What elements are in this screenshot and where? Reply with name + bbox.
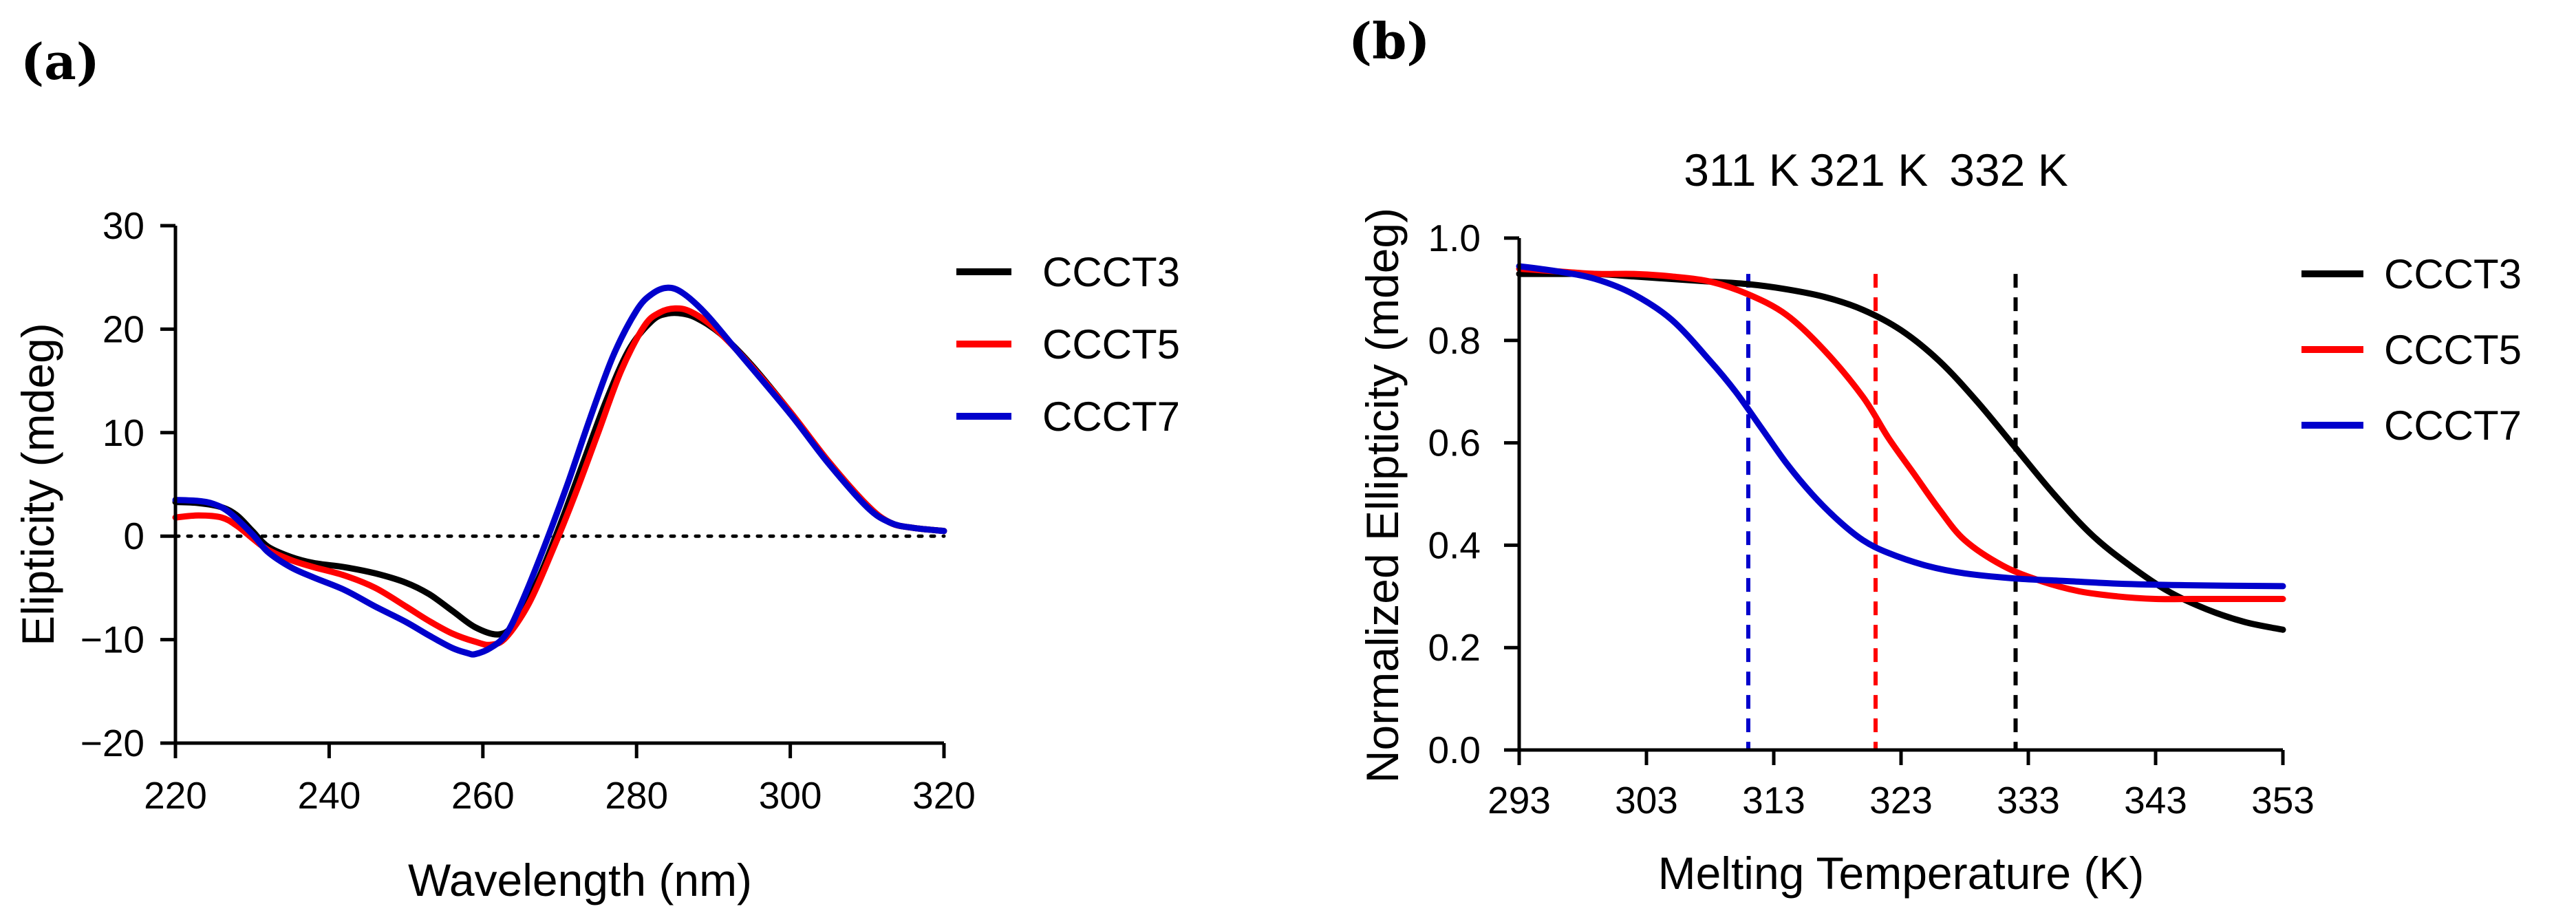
y-tick-label: 0.6 bbox=[1428, 422, 1481, 464]
x-tick-label: 333 bbox=[1997, 779, 2060, 822]
x-tick-label: 320 bbox=[912, 774, 976, 817]
series-line-ccct5 bbox=[172, 305, 947, 648]
y-tick-label: 10 bbox=[103, 411, 144, 454]
y-tick-label: 0.2 bbox=[1428, 626, 1481, 669]
x-tick-label: 220 bbox=[144, 774, 207, 817]
y-tick-label: −10 bbox=[80, 619, 144, 661]
x-tick-label: 300 bbox=[759, 774, 822, 817]
panel-label-b: (b) bbox=[1349, 12, 1430, 70]
x-tick-label: 323 bbox=[1869, 779, 1933, 822]
x-tick-label: 240 bbox=[298, 774, 361, 817]
legend-label-ccct7: CCCT7 bbox=[2384, 403, 2522, 449]
x-tick-label: 260 bbox=[451, 774, 515, 817]
y-tick-label: 30 bbox=[103, 204, 144, 247]
annotation-label: 332 K bbox=[1949, 144, 2068, 195]
x-tick-label: 303 bbox=[1615, 779, 1678, 822]
y-tick-label: −20 bbox=[80, 722, 144, 764]
series-line-ccct5 bbox=[1516, 266, 2286, 603]
y-tick-label: 0.8 bbox=[1428, 319, 1481, 362]
series-line-ccct3 bbox=[172, 310, 947, 638]
annotation-label: 311 K bbox=[1684, 144, 1799, 195]
y-axis-title: Elipticity (mdeg) bbox=[12, 323, 63, 645]
x-tick-label: 313 bbox=[1742, 779, 1805, 822]
y-tick-label: 0.4 bbox=[1428, 524, 1481, 566]
chart-panel-a: 220 240 260 280 300 320 −20 −10 0 10 20 30 Wavelengt… bbox=[12, 204, 1180, 905]
x-tick-label: 280 bbox=[605, 774, 668, 817]
panel-label-a: (a) bbox=[21, 32, 100, 91]
x-tick-label: 343 bbox=[2124, 779, 2187, 822]
legend-label-ccct5: CCCT5 bbox=[1042, 321, 1180, 367]
legend-label-ccct7: CCCT7 bbox=[1042, 394, 1180, 440]
y-tick-label: 1.0 bbox=[1428, 217, 1481, 259]
x-tick-label: 353 bbox=[2251, 779, 2315, 822]
x-tick-label: 293 bbox=[1488, 779, 1551, 822]
y-axis-title: Normalized Ellipticity (mdeg) bbox=[1357, 208, 1408, 783]
series-line-ccct7 bbox=[1516, 263, 2286, 590]
legend-label-ccct3: CCCT3 bbox=[2384, 251, 2522, 297]
x-axis-title: Wavelength (nm) bbox=[408, 855, 752, 905]
chart-panel-b: 311 K 321 K 332 K 293 303 313 323 333 343 353 0.0 0… bbox=[1357, 144, 2522, 899]
legend-label-ccct3: CCCT3 bbox=[1042, 249, 1180, 295]
x-axis-title: Melting Temperature (K) bbox=[1658, 848, 2145, 899]
annotation-label: 321 K bbox=[1810, 144, 1928, 195]
series-line-ccct7 bbox=[172, 284, 947, 658]
y-tick-label: 0 bbox=[123, 515, 144, 557]
y-tick-label: 20 bbox=[103, 308, 144, 350]
y-tick-label: 0.0 bbox=[1428, 729, 1481, 771]
legend-label-ccct5: CCCT5 bbox=[2384, 327, 2522, 373]
